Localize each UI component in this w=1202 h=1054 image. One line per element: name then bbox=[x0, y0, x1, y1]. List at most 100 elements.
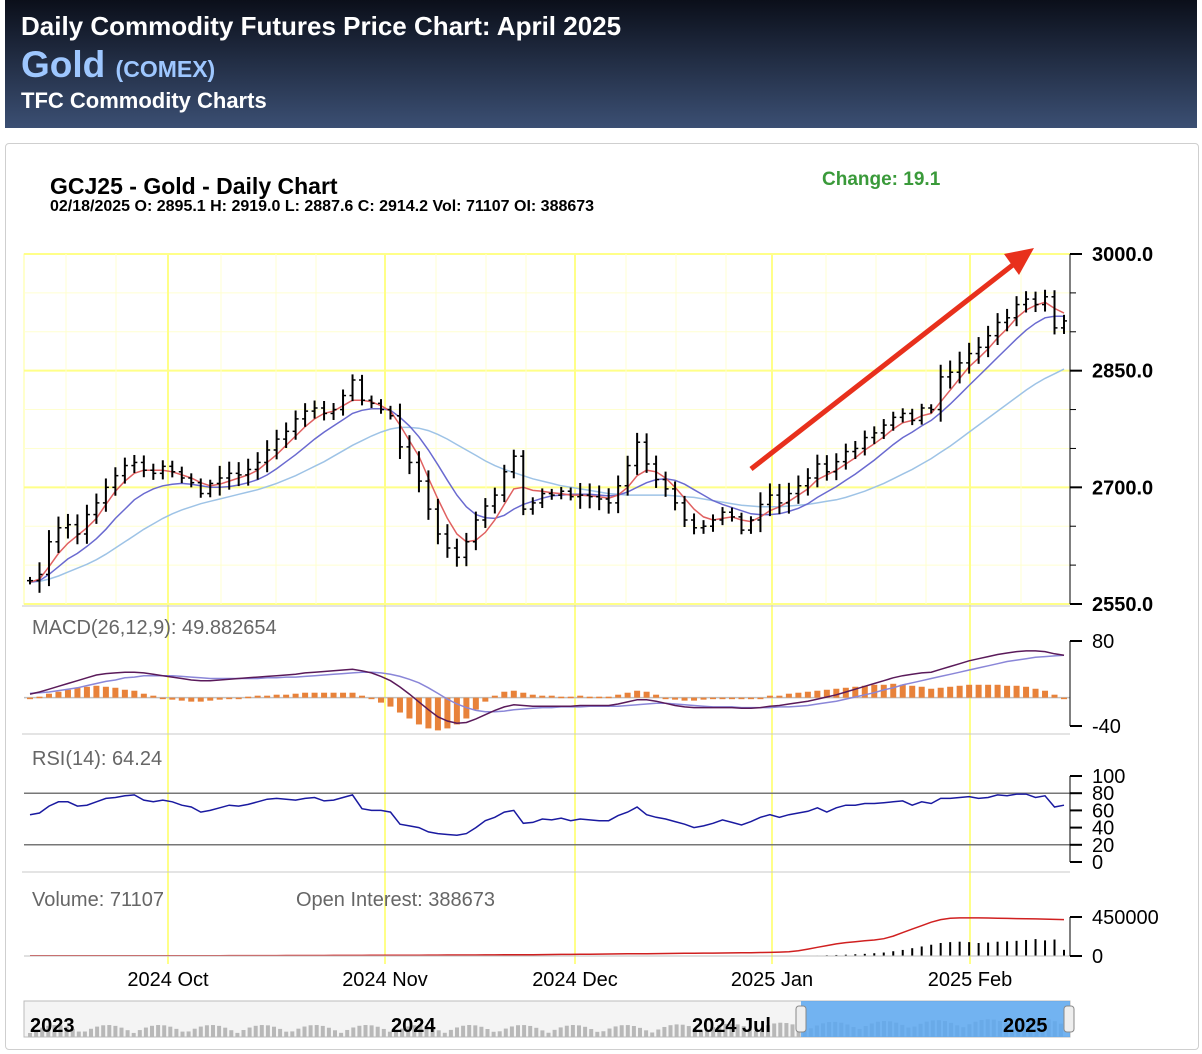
macd-histogram-bar bbox=[520, 692, 527, 698]
commodity-label: Gold bbox=[21, 44, 106, 85]
price-bar bbox=[207, 479, 214, 498]
trend-arrow bbox=[749, 248, 1034, 471]
macd-histogram-bar bbox=[150, 695, 157, 698]
navigator-volume-bar bbox=[692, 1028, 697, 1037]
macd-histogram-bar bbox=[510, 690, 517, 698]
price-bar bbox=[747, 516, 754, 534]
navigator-volume-bar bbox=[247, 1027, 252, 1037]
navigator-volume-bar bbox=[198, 1026, 203, 1037]
macd-histogram-bar bbox=[539, 695, 546, 698]
navigator-volume-bar bbox=[357, 1025, 362, 1037]
navigator-volume-bar bbox=[760, 1027, 764, 1037]
navigator-volume-bar bbox=[711, 1027, 716, 1037]
navigator-volume-bar bbox=[509, 1026, 514, 1037]
macd-histogram-bar bbox=[937, 687, 944, 698]
navigator-handle[interactable] bbox=[1063, 1005, 1075, 1033]
navigator-volume-bar bbox=[363, 1025, 368, 1037]
ma-fast-line bbox=[29, 301, 1065, 583]
rsi-tick-label: 100 bbox=[1092, 766, 1125, 788]
price-bar bbox=[529, 497, 536, 515]
macd-histogram-bar bbox=[178, 697, 185, 701]
macd-histogram-bar bbox=[643, 691, 650, 698]
navigator-volume-bar bbox=[253, 1025, 258, 1037]
price-bar bbox=[254, 452, 261, 480]
navigator-volume-bar bbox=[162, 1025, 167, 1037]
navigator-volume-bar bbox=[674, 1024, 679, 1037]
navigator-volume-bar bbox=[406, 1026, 411, 1037]
navigator-volume-bar bbox=[314, 1025, 319, 1037]
macd-histogram-bar bbox=[302, 692, 309, 698]
macd-signal-line bbox=[29, 654, 1065, 713]
macd-histogram-bar bbox=[871, 684, 878, 698]
price-bar bbox=[226, 461, 233, 490]
macd-histogram-bar bbox=[264, 695, 271, 698]
navigator-volume-bar bbox=[351, 1027, 356, 1037]
macd-histogram-bar bbox=[1061, 697, 1067, 700]
navigator-volume-bar bbox=[375, 1026, 380, 1037]
macd-histogram-bar bbox=[472, 697, 479, 710]
price-bar bbox=[700, 520, 707, 534]
navigator-handle[interactable] bbox=[795, 1005, 807, 1033]
macd-histogram-bar bbox=[814, 690, 821, 698]
macd-histogram-bar bbox=[890, 683, 897, 698]
price-bar bbox=[966, 342, 973, 374]
price-bar bbox=[1004, 308, 1011, 332]
navigator-volume-bar bbox=[58, 1025, 63, 1037]
price-bar bbox=[624, 455, 631, 496]
macd-histogram-bar bbox=[548, 695, 555, 698]
price-bar bbox=[1061, 314, 1067, 334]
macd-panel: 80 -40 bbox=[24, 631, 1121, 738]
price-plot-area bbox=[23, 253, 1071, 605]
price-bar bbox=[159, 460, 166, 480]
price-bar bbox=[472, 511, 479, 551]
navigator-volume-bar bbox=[143, 1027, 148, 1037]
macd-histogram-bar bbox=[377, 697, 384, 703]
navigator-volume-bar bbox=[400, 1028, 405, 1037]
macd-histogram-bar bbox=[359, 695, 366, 698]
chart-svg[interactable]: GCJ25 - Gold - Daily Chart 02/18/2025 O:… bbox=[6, 144, 1198, 1049]
macd-histogram-bar bbox=[453, 697, 460, 725]
price-bar bbox=[928, 404, 935, 414]
navigator-volume-bar bbox=[479, 1026, 484, 1037]
price-bar bbox=[245, 458, 252, 486]
navigator-volume-bar bbox=[131, 1032, 136, 1037]
navigator-volume-bar bbox=[278, 1028, 283, 1037]
arrow-shaft bbox=[749, 262, 1016, 471]
macd-histogram-bar bbox=[36, 696, 43, 699]
navigator-volume-bar bbox=[412, 1025, 417, 1037]
price-bar bbox=[64, 513, 71, 539]
price-tick-label: 3000.0 bbox=[1092, 244, 1153, 266]
price-bar bbox=[823, 455, 830, 481]
navigator-volume-bar bbox=[467, 1025, 472, 1037]
macd-histogram-bar bbox=[833, 688, 840, 698]
navigator-volume-bar bbox=[290, 1031, 295, 1037]
rsi-label: RSI(14): 64.24 bbox=[32, 748, 162, 770]
chart-title: GCJ25 - Gold - Daily Chart bbox=[50, 173, 338, 199]
price-bar bbox=[672, 481, 679, 511]
rsi-line bbox=[29, 793, 1065, 837]
price-bar bbox=[1013, 296, 1020, 327]
navigator-volume-bar bbox=[101, 1025, 106, 1037]
time-navigator[interactable]: 2023 2024 2024 Jul 2025 bbox=[23, 1000, 1075, 1038]
navigator-volume-bar bbox=[211, 1025, 215, 1037]
navigator-volume-bar bbox=[418, 1025, 423, 1037]
navigator-volume-bar bbox=[461, 1025, 466, 1037]
macd-histogram-bar bbox=[605, 696, 612, 699]
navigator-volume-bar bbox=[644, 1030, 649, 1037]
macd-histogram-bar bbox=[681, 697, 688, 701]
navigator-volume-bar bbox=[772, 1023, 777, 1037]
macd-histogram-bar bbox=[1042, 690, 1049, 698]
navigator-volume-bar bbox=[540, 1030, 545, 1037]
price-bar bbox=[861, 430, 868, 456]
macd-histogram-bar bbox=[710, 697, 717, 700]
navigator-volume-bar bbox=[638, 1027, 642, 1037]
ma-slow-line bbox=[29, 368, 1065, 583]
price-bar bbox=[264, 440, 271, 473]
macd-histogram-bar bbox=[728, 697, 735, 700]
price-bar bbox=[909, 408, 916, 426]
navigator-volume-bar bbox=[192, 1028, 197, 1037]
price-bar bbox=[880, 419, 887, 439]
price-bar bbox=[349, 374, 356, 402]
navigator-volume-bar bbox=[387, 1031, 392, 1037]
price-bar bbox=[131, 454, 138, 474]
